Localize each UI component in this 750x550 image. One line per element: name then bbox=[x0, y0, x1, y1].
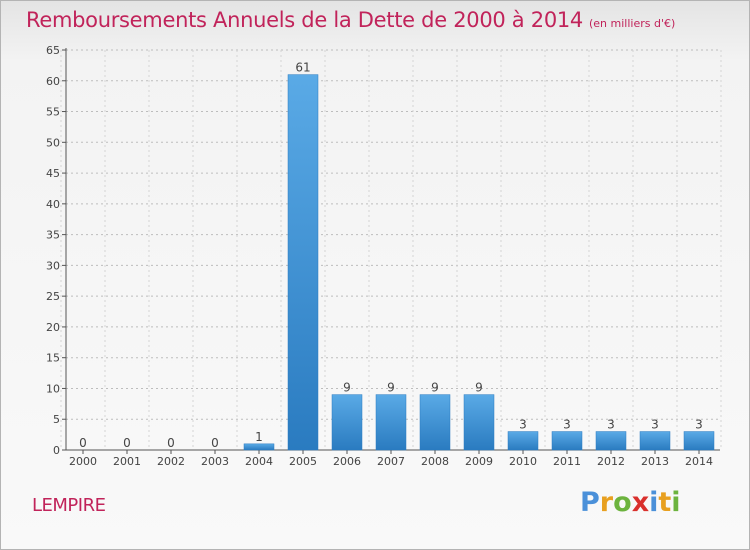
y-tick-label: 0 bbox=[53, 444, 60, 457]
y-tick-label: 10 bbox=[46, 382, 60, 395]
data-label: 9 bbox=[431, 381, 439, 395]
data-label: 3 bbox=[651, 418, 659, 432]
data-label: 3 bbox=[607, 418, 615, 432]
data-label: 3 bbox=[563, 418, 571, 432]
bar bbox=[287, 74, 319, 451]
bar bbox=[595, 431, 627, 451]
bar bbox=[331, 394, 363, 451]
chart-title: Remboursements Annuels de la Dette de 20… bbox=[26, 8, 675, 32]
data-label: 61 bbox=[295, 61, 310, 75]
x-tick-label: 2009 bbox=[465, 455, 493, 468]
bar bbox=[419, 394, 451, 451]
bar bbox=[507, 431, 539, 451]
y-tick-label: 60 bbox=[46, 75, 60, 88]
y-tick-labels: 0 5 10 15 20 25 30 35 40 45 50 55 60 65 bbox=[46, 44, 60, 457]
logo-letter: t bbox=[658, 487, 672, 518]
data-label: 0 bbox=[79, 436, 87, 450]
y-tick-label: 20 bbox=[46, 321, 60, 334]
bar bbox=[375, 394, 407, 451]
data-label: 0 bbox=[123, 436, 131, 450]
data-label: 1 bbox=[255, 430, 263, 444]
x-tick-label: 2008 bbox=[421, 455, 449, 468]
y-tick-label: 65 bbox=[46, 44, 60, 57]
x-tick-label: 2006 bbox=[333, 455, 361, 468]
data-labels: 0 0 0 0 1 61 9 9 9 9 3 3 3 3 3 bbox=[79, 61, 703, 450]
chart-unit: (en milliers d'€) bbox=[589, 17, 676, 30]
grid-lines bbox=[60, 49, 722, 450]
x-tick-label: 2010 bbox=[509, 455, 537, 468]
x-tick-label: 2003 bbox=[201, 455, 229, 468]
y-tick-label: 40 bbox=[46, 198, 60, 211]
data-label: 0 bbox=[167, 436, 175, 450]
data-label: 9 bbox=[475, 381, 483, 395]
x-tick-label: 2013 bbox=[641, 455, 669, 468]
x-tick-label: 2002 bbox=[157, 455, 185, 468]
x-tick-label: 2011 bbox=[553, 455, 581, 468]
x-tick-label: 2004 bbox=[245, 455, 273, 468]
commune-name: LEMPIRE bbox=[32, 495, 106, 516]
data-label: 0 bbox=[211, 436, 219, 450]
x-tick-label: 2001 bbox=[113, 455, 141, 468]
chart-title-text: Remboursements Annuels de la Dette de 20… bbox=[26, 8, 583, 32]
x-tick-labels: 2000 2001 2002 2003 2004 2005 2006 2007 2008 2009… bbox=[69, 455, 713, 468]
logo-letter: i bbox=[649, 487, 659, 518]
bar bbox=[243, 443, 275, 451]
bar bbox=[683, 431, 715, 451]
logo-letter: P bbox=[580, 487, 600, 518]
bar bbox=[639, 431, 671, 451]
y-tick-label: 35 bbox=[46, 229, 60, 242]
logo-letter: x bbox=[631, 487, 650, 518]
y-tick-label: 50 bbox=[46, 136, 60, 149]
y-tick-label: 55 bbox=[46, 106, 60, 119]
bar bbox=[463, 394, 495, 451]
data-label: 3 bbox=[695, 418, 703, 432]
logo-letter: i bbox=[671, 487, 681, 518]
data-label: 9 bbox=[343, 381, 351, 395]
x-tick-label: 2007 bbox=[377, 455, 405, 468]
y-tick-label: 15 bbox=[46, 352, 60, 365]
proxiti-logo: Proxiti bbox=[580, 487, 681, 518]
y-tick-label: 45 bbox=[46, 167, 60, 180]
data-label: 9 bbox=[387, 381, 395, 395]
bars bbox=[243, 74, 715, 451]
logo-letter: o bbox=[613, 487, 632, 518]
x-tick-label: 2014 bbox=[685, 455, 713, 468]
logo-letter: r bbox=[599, 487, 614, 518]
x-tick-label: 2005 bbox=[289, 455, 317, 468]
y-tick-label: 5 bbox=[53, 413, 60, 426]
x-tick-label: 2012 bbox=[597, 455, 625, 468]
bar bbox=[551, 431, 583, 451]
y-tick-label: 25 bbox=[46, 290, 60, 303]
data-label: 3 bbox=[519, 418, 527, 432]
y-tick-label: 30 bbox=[46, 259, 60, 272]
x-tick-label: 2000 bbox=[69, 455, 97, 468]
